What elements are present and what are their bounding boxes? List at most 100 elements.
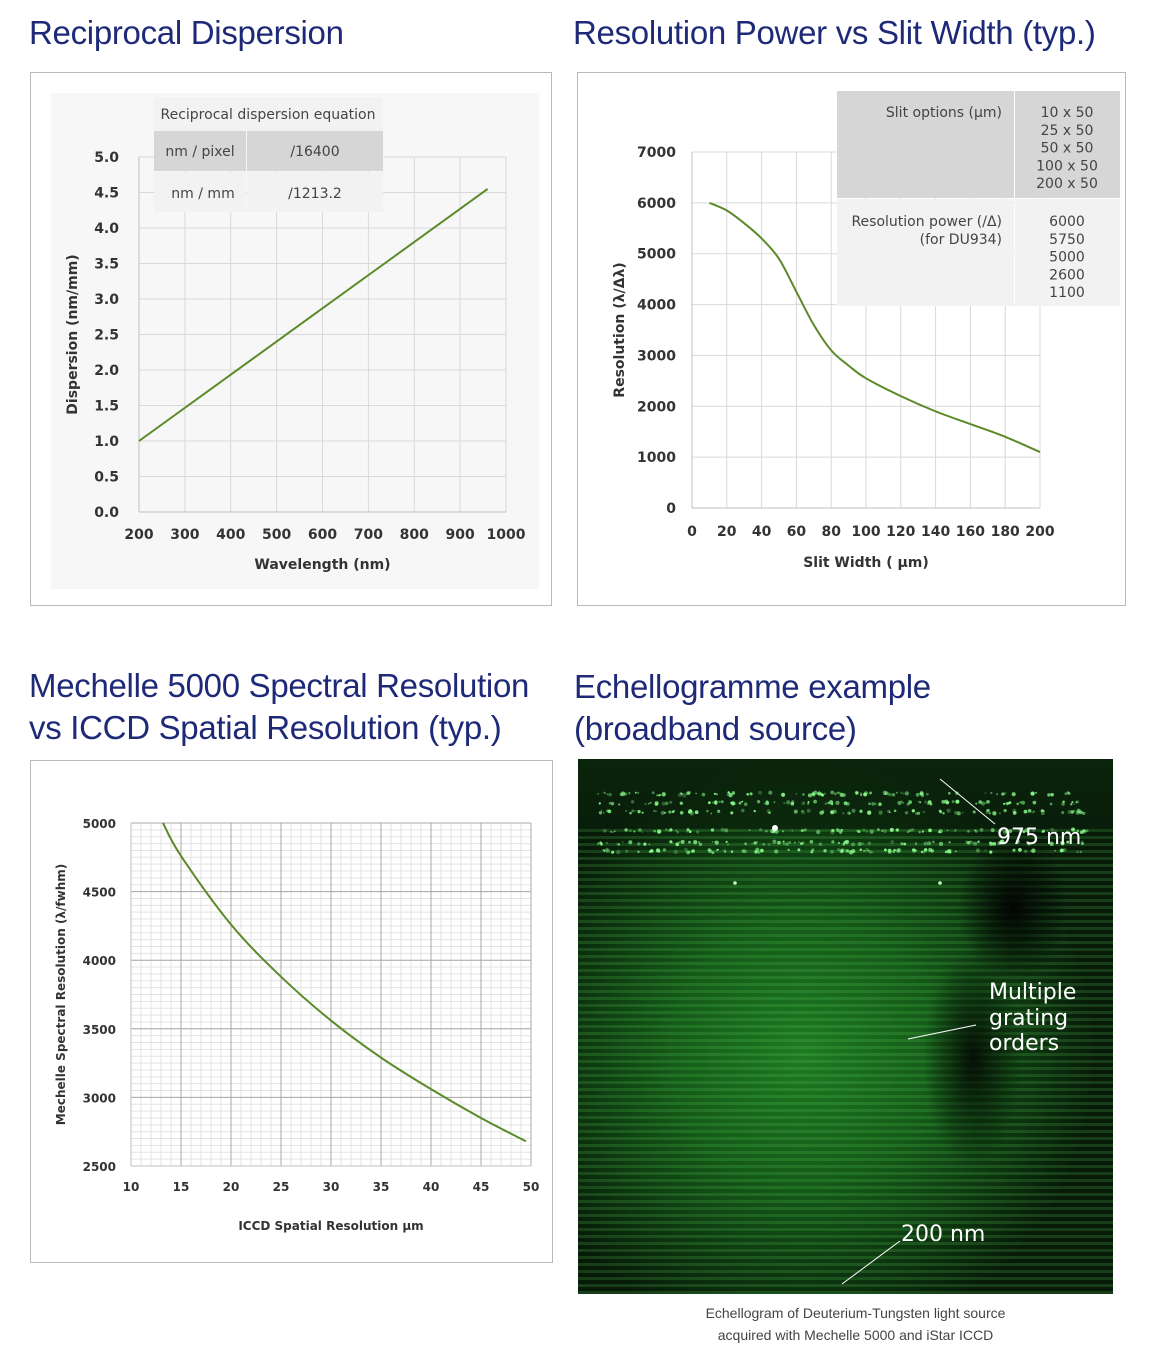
spectral-dot [683, 847, 688, 852]
spectral-dot [874, 802, 877, 806]
spectral-dot [715, 849, 718, 852]
spectral-dot [831, 840, 835, 844]
spectral-dot [667, 830, 670, 832]
spectral-dot [1001, 792, 1005, 796]
spectral-dot [819, 810, 824, 815]
spectral-dot [954, 850, 957, 853]
spectral-dot [857, 829, 861, 834]
spectral-dot [868, 850, 872, 854]
y-tick-label: 7000 [637, 145, 676, 161]
y-tick-label: 6000 [637, 196, 676, 212]
spectral-dot [942, 812, 945, 815]
spectral-dot [965, 840, 969, 844]
spectral-dot [1042, 809, 1045, 813]
label-orders: orders [989, 1031, 1059, 1056]
spectral-dot [884, 793, 887, 795]
spectral-dot [861, 842, 865, 845]
spectral-dot [600, 842, 603, 845]
spectral-dot [1011, 792, 1016, 797]
spectral-dot [883, 829, 888, 834]
x-tick-label: 25 [273, 1180, 290, 1194]
spectral-dot [605, 841, 608, 845]
spectral-dot [878, 810, 883, 815]
spectral-dot [625, 809, 628, 812]
y-tick-label: 4.0 [94, 221, 119, 237]
spectral-dot [748, 829, 751, 832]
spectral-dot [990, 791, 993, 794]
spectral-dot [833, 792, 838, 796]
spectral-dot [628, 840, 633, 845]
spectral-dot [644, 802, 647, 805]
slit-options-label: Slit options (µm) [886, 105, 1002, 121]
spectral-dot [1030, 791, 1035, 796]
spectral-dot [845, 802, 850, 806]
spectral-dot [655, 810, 657, 813]
y-tick-label: 3.0 [94, 292, 119, 308]
spectral-dot [608, 792, 612, 797]
x-tick-label: 1000 [487, 527, 526, 543]
spectral-dot [1040, 811, 1045, 816]
spectral-dot [871, 851, 874, 854]
dispersion-table: Reciprocal dispersion equation nm / pixe… [154, 97, 383, 212]
spectral-dot [924, 800, 928, 804]
spectral-dot [634, 810, 637, 812]
spectral-dot [798, 841, 800, 843]
spectral-dot [1008, 801, 1012, 805]
spectral-dot [887, 809, 891, 813]
spectral-dot [1042, 829, 1046, 833]
spectral-dot [841, 848, 844, 851]
spectral-dot [811, 792, 816, 797]
spectral-dot [676, 830, 680, 834]
spectral-dot [767, 843, 771, 846]
spectral-dot [675, 842, 680, 847]
spectral-dot [773, 801, 776, 804]
spectral-dot [865, 830, 868, 833]
spectral-dot [843, 840, 847, 844]
spectral-dot [782, 840, 785, 843]
spectral-dot [1083, 830, 1087, 834]
spectral-dot [954, 829, 957, 832]
spectral-dot [751, 842, 754, 845]
spectral-dot [1032, 810, 1035, 813]
spectral-dot [690, 849, 694, 853]
spectral-dot [807, 793, 812, 798]
spectral-dot [845, 849, 849, 853]
spectral-dot [895, 828, 899, 832]
y-axis-label: Resolution (λ/Δλ) [612, 262, 628, 397]
spectral-dot [947, 849, 952, 854]
spectral-dot [896, 848, 901, 853]
spectral-dot [617, 843, 621, 846]
y-tick-label: 3500 [83, 1023, 116, 1037]
resolution-chart: 0 20 40 60 80 100 120 140 160 180 2000100020003000… [612, 91, 1120, 571]
y-tick-label: 1.5 [94, 399, 119, 415]
spectral-dot [707, 848, 711, 852]
spectral-dot [801, 810, 804, 813]
spectral-dot [1030, 850, 1033, 853]
y-tick-label: 0 [666, 501, 676, 517]
spectral-dot [691, 849, 695, 853]
spectral-dot [914, 843, 917, 845]
spectral-dot [765, 801, 770, 806]
spectral-dot [923, 842, 927, 846]
spectral-dot [788, 841, 792, 844]
spectral-dot [647, 802, 650, 805]
spectral-dot [1074, 801, 1077, 803]
spectral-dot [680, 839, 685, 844]
x-tick-label: 700 [354, 527, 383, 543]
spectral-dot [946, 808, 951, 813]
spectral-dot [774, 849, 779, 854]
spectral-dot [948, 792, 951, 795]
spectral-dot [760, 848, 764, 853]
spectral-dot [688, 830, 692, 834]
y-tick-label: 4500 [83, 886, 116, 900]
spectral-dot [800, 829, 804, 832]
spectral-dot [807, 800, 810, 804]
spectral-line-dots [596, 790, 1089, 885]
y-tick-label: 5000 [83, 817, 116, 831]
spectral-dot [923, 841, 929, 846]
spectral-dot [781, 792, 786, 797]
spectral-dot [912, 849, 916, 853]
spectral-dot [710, 812, 713, 815]
spectral-dot [716, 809, 721, 814]
